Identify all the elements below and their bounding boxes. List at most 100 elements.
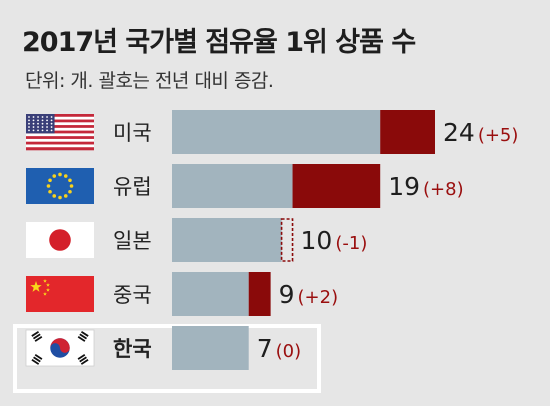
us-flag-canton bbox=[26, 114, 55, 134]
us-flag-star bbox=[32, 129, 35, 132]
us-flag-star bbox=[41, 119, 44, 122]
korea-flag-trigram-bar bbox=[80, 330, 89, 337]
value-number: 9 bbox=[279, 280, 295, 309]
eu-flag-star bbox=[52, 174, 57, 178]
us-flag-stripe bbox=[26, 130, 94, 134]
korea-flag-trigram bbox=[31, 330, 43, 342]
us-flag-star bbox=[41, 116, 44, 118]
value-label: 7 (0) bbox=[257, 334, 301, 363]
us-flag-star bbox=[28, 122, 30, 125]
value-number: 24 bbox=[443, 118, 475, 147]
bar-base-segment bbox=[172, 110, 381, 154]
korea-flag-trigram-bar bbox=[77, 353, 86, 360]
us-flag-star bbox=[46, 129, 48, 132]
korea-flag-trigram-bar bbox=[33, 356, 41, 363]
us-flag-star bbox=[37, 116, 39, 118]
bar-increase-segment bbox=[248, 272, 271, 316]
us-flag-star bbox=[32, 119, 35, 122]
korea-flag-trigram-bar bbox=[79, 356, 87, 363]
korea-flag-trigram bbox=[77, 353, 89, 365]
us-flag-stripe bbox=[26, 119, 94, 123]
china-flag-field bbox=[26, 276, 94, 312]
us-flag-star bbox=[37, 119, 39, 122]
korea-flag-trigram-bar bbox=[80, 359, 89, 365]
japan-flag-icon bbox=[26, 222, 94, 258]
us-flag-star bbox=[50, 129, 53, 132]
korea-flag-trigram bbox=[31, 353, 43, 365]
us-flag-star bbox=[37, 129, 39, 132]
us-flag-star bbox=[50, 119, 53, 122]
korea-flag-border bbox=[25, 329, 95, 367]
eu-flag-star bbox=[48, 178, 52, 183]
us-flag-star bbox=[41, 129, 44, 132]
value-number: 10 bbox=[301, 226, 333, 255]
us-flag-stripe bbox=[26, 133, 94, 137]
value-label: 19 (+8) bbox=[388, 172, 463, 201]
korea-flag-taegeuk-red bbox=[50, 338, 70, 353]
change-label: (0) bbox=[276, 341, 302, 362]
eu-flag-star bbox=[58, 172, 62, 177]
korea-flag-trigram-bar bbox=[32, 333, 41, 340]
change-label: (-1) bbox=[335, 233, 367, 254]
china-flag-small-star bbox=[43, 279, 47, 283]
eu-flag-star bbox=[58, 195, 62, 200]
korea-flag-trigram-bar bbox=[31, 359, 40, 365]
us-flag-star bbox=[32, 116, 35, 118]
us-flag-stripe bbox=[26, 136, 94, 140]
us-flag-stripe bbox=[26, 116, 94, 120]
us-flag-star bbox=[41, 126, 44, 128]
korea-flag-trigram-bar bbox=[34, 353, 43, 360]
eu-flag-star bbox=[68, 178, 72, 183]
china-flag-icon bbox=[26, 276, 94, 312]
korea-flag-trigram-bar bbox=[34, 335, 43, 342]
us-flag-icon bbox=[26, 114, 94, 151]
eu-flag-star bbox=[69, 184, 74, 188]
us-flag-star bbox=[32, 122, 35, 125]
eu-flag-star bbox=[52, 194, 57, 198]
us-flag-stripe bbox=[26, 141, 94, 145]
eu-flag-star bbox=[63, 174, 68, 178]
us-flag-star bbox=[46, 119, 48, 122]
us-flag-star bbox=[28, 126, 30, 128]
us-flag-stripe bbox=[26, 125, 94, 129]
china-flag-big-star bbox=[30, 281, 42, 292]
us-flag-star bbox=[46, 116, 48, 118]
china-flag-small-star bbox=[43, 292, 47, 296]
china-flag-small-star bbox=[46, 283, 50, 287]
chart-title: 2017년 국가별 점유율 1위 상품 수 bbox=[22, 27, 416, 58]
korea-flag-trigram-bar bbox=[31, 330, 40, 337]
us-flag-star bbox=[50, 116, 53, 118]
us-flag-stripe bbox=[26, 114, 94, 118]
eu-flag-icon bbox=[26, 168, 94, 204]
value-label: 24 (+5) bbox=[443, 118, 518, 147]
bar-base-segment bbox=[172, 218, 282, 262]
us-flag-star bbox=[32, 126, 35, 128]
change-label: (+8) bbox=[423, 179, 464, 200]
category-label: 일본 bbox=[113, 229, 152, 253]
value-number: 19 bbox=[388, 172, 420, 201]
value-label: 10 (-1) bbox=[301, 226, 368, 255]
china-flag-small-star bbox=[46, 288, 50, 292]
us-flag-star bbox=[28, 116, 30, 118]
bar-increase-segment bbox=[380, 110, 435, 154]
japan-flag-sun bbox=[49, 229, 71, 251]
bar-base-segment bbox=[172, 164, 293, 208]
category-label: 중국 bbox=[113, 283, 152, 307]
value-number: 7 bbox=[257, 334, 273, 363]
korea-flag-trigram bbox=[77, 330, 89, 342]
us-flag-stripe bbox=[26, 127, 94, 131]
us-flag-star bbox=[37, 126, 39, 128]
us-flag-stripe bbox=[26, 147, 94, 151]
us-flag-star bbox=[28, 119, 30, 122]
eu-flag-star bbox=[48, 189, 52, 194]
eu-flag-star bbox=[68, 189, 72, 194]
category-label: 유럽 bbox=[113, 175, 152, 199]
change-label: (+5) bbox=[478, 125, 519, 146]
us-flag-stripe bbox=[26, 138, 94, 142]
bar-decrease-marker bbox=[280, 218, 294, 262]
korea-flag-icon bbox=[25, 329, 95, 367]
chart-row: 미국 24 (+5) bbox=[26, 110, 518, 154]
us-flag-stripe bbox=[26, 122, 94, 126]
us-flag-star bbox=[37, 122, 39, 125]
